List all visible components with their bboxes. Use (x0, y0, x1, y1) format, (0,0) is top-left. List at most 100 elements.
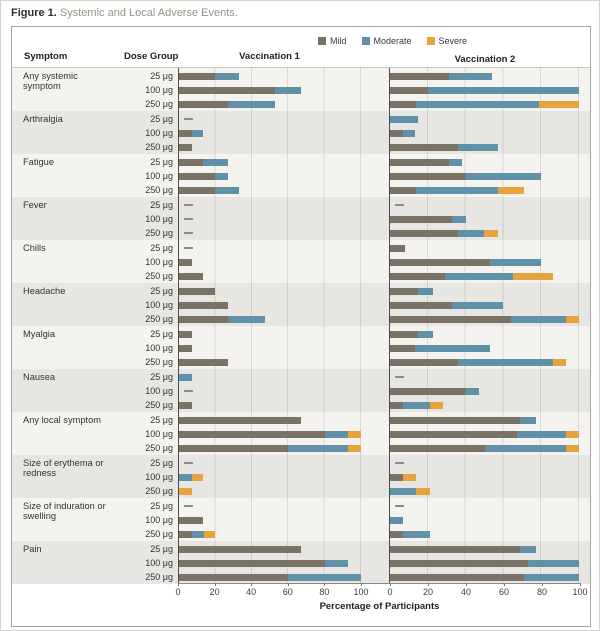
bar-segment-mild (179, 344, 192, 352)
axis-tick-label: 80 (536, 587, 548, 597)
bar-segment-severe (179, 487, 192, 495)
legend-item-severe: Severe (426, 36, 467, 46)
bar-segment-moderate (403, 401, 430, 409)
bar-segment-moderate (516, 430, 566, 438)
stacked-bar (179, 129, 361, 137)
stacked-bar (179, 86, 361, 94)
stacked-bar (179, 287, 361, 295)
dose-label: 25 μg (150, 501, 173, 511)
symptom-section: Any local symptom 25 μg 100 μg 250 μg (12, 412, 590, 455)
dose-label: 25 μg (150, 544, 173, 554)
bar-segment-mild (179, 444, 289, 452)
stacked-bar (179, 430, 361, 438)
stacked-bar (390, 430, 579, 438)
bar-row (390, 542, 579, 556)
bar-segment-mild (390, 358, 459, 366)
bar-segment-mild (390, 301, 453, 309)
bar-segment-moderate (520, 545, 536, 553)
stacked-bar (179, 100, 361, 108)
stacked-bar (179, 186, 361, 194)
stacked-bar (179, 158, 361, 166)
bar-segment-moderate (416, 100, 540, 108)
dose-label: 100 μg (145, 472, 173, 482)
stacked-bar (390, 473, 579, 481)
symptom-section: Fever 25 μg 100 μg 250 μg (12, 197, 590, 240)
x-axis: 0 20 40 60 80 100 0 20 40 60 80 100 (12, 583, 590, 599)
bar-segment-severe (565, 430, 579, 438)
zero-dash (184, 118, 193, 120)
bar-segment-moderate (228, 315, 265, 323)
stacked-bar (179, 272, 361, 280)
bar-segment-mild (390, 272, 445, 280)
panel-vaccination1 (178, 111, 361, 154)
bar-row (390, 169, 579, 183)
bar-segment-moderate (465, 387, 479, 395)
stacked-bar (390, 143, 579, 151)
zero-dash (184, 232, 193, 234)
stacked-bar (179, 545, 361, 553)
dose-label: 25 μg (150, 329, 173, 339)
axis-tick-label: 40 (460, 587, 472, 597)
bar-segment-mild (390, 444, 485, 452)
axis-tick (542, 583, 543, 586)
stacked-bar (179, 401, 361, 409)
zero-dash (184, 390, 193, 392)
bar-row (179, 241, 361, 255)
bar-segment-mild (390, 401, 404, 409)
bar-segment-moderate (524, 573, 579, 581)
bar-segment-moderate (452, 301, 504, 309)
bar-row (179, 269, 361, 283)
bar-row (390, 269, 579, 283)
bar-row (179, 140, 361, 154)
bar-row (390, 441, 579, 455)
bar-segment-moderate (465, 172, 542, 180)
panel-vaccination1 (178, 369, 361, 412)
bar-row (390, 255, 579, 269)
bar-segment-moderate (215, 186, 240, 194)
bar-segment-mild (179, 430, 325, 438)
bar-segment-severe (204, 530, 216, 538)
panel-vaccination2 (389, 541, 579, 584)
symptom-label: Fever (23, 200, 47, 210)
bar-segment-mild (390, 573, 525, 581)
bar-segment-moderate (288, 573, 361, 581)
dose-group-column: 25 μg 100 μg 250 μg (117, 240, 178, 283)
dose-group-column: 25 μg 100 μg 250 μg (117, 455, 178, 498)
bar-row (179, 355, 361, 369)
bar-segment-moderate (390, 516, 404, 524)
stacked-bar (179, 516, 361, 524)
bar-segment-mild (179, 172, 216, 180)
stacked-bar (390, 287, 579, 295)
bar-row (179, 456, 361, 470)
dose-label: 100 μg (145, 171, 173, 181)
bar-segment-mild (390, 473, 404, 481)
stacked-bar (179, 473, 361, 481)
dose-group-column: 25 μg 100 μg 250 μg (117, 197, 178, 240)
bar-segment-moderate (228, 100, 276, 108)
bar-row (179, 155, 361, 169)
stacked-bar (390, 100, 579, 108)
dose-group-column: 25 μg 100 μg 250 μg (117, 541, 178, 584)
bar-segment-severe (416, 487, 430, 495)
bar-segment-moderate (202, 158, 229, 166)
axis-tick-label: 40 (246, 587, 257, 597)
dose-label: 100 μg (145, 85, 173, 95)
zero-dash (395, 204, 404, 206)
stacked-bar (179, 530, 361, 538)
symptom-label: Chills (23, 243, 46, 253)
axis-tick (287, 583, 289, 586)
axis-tick-label: 60 (282, 587, 293, 597)
bar-segment-moderate (179, 473, 192, 481)
bar-row (390, 241, 579, 255)
bar-segment-moderate (191, 129, 203, 137)
panel-vaccination2 (389, 455, 579, 498)
symptom-section: Arthralgia 25 μg 100 μg 250 μg (12, 111, 590, 154)
stacked-bar (390, 215, 579, 223)
bar-segment-moderate (179, 373, 192, 381)
bar-row (179, 470, 361, 484)
stacked-bar (179, 487, 361, 495)
bar-segment-moderate (414, 344, 491, 352)
symptom-section: Fatigue 25 μg 100 μg 250 μg (12, 154, 590, 197)
bar-segment-moderate (275, 86, 301, 94)
